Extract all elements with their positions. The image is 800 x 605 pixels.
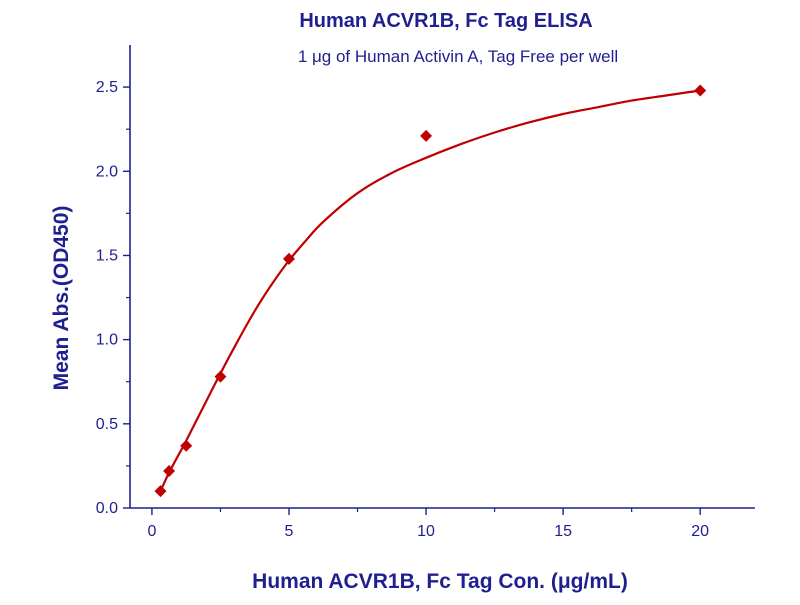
chart-title: Human ACVR1B, Fc Tag ELISA <box>299 10 592 32</box>
x-axis-ticks: 0 5 10 15 20 <box>147 508 709 540</box>
y-tick-label: 2.5 <box>96 79 118 96</box>
y-tick-label: 0.0 <box>96 500 118 517</box>
axes <box>129 45 755 509</box>
y-tick-label: 1.0 <box>96 332 118 349</box>
data-point-diamond <box>282 252 295 265</box>
chart-subtitle: 1 μg of Human Activin A, Tag Free per we… <box>298 47 618 66</box>
fit-curve-line <box>159 89 701 492</box>
y-tick-label: 1.5 <box>96 247 118 264</box>
data-point-diamond <box>163 464 176 477</box>
data-point-diamond <box>180 439 193 452</box>
y-tick-label: 0.5 <box>96 416 118 433</box>
y-axis-ticks: 0.0 0.5 1.0 1.5 2.0 2.5 <box>96 79 130 517</box>
y-axis-label: Mean Abs.(OD450) <box>50 206 73 391</box>
data-points <box>154 84 707 498</box>
data-point-diamond <box>420 129 433 142</box>
data-point-diamond <box>154 485 167 498</box>
data-point-diamond <box>214 370 227 383</box>
x-axis-label: Human ACVR1B, Fc Tag Con. (μg/mL) <box>252 570 628 593</box>
x-tick-label: 15 <box>554 523 572 540</box>
x-tick-label: 20 <box>691 523 709 540</box>
data-point-diamond <box>694 84 707 97</box>
x-tick-label: 0 <box>147 523 156 540</box>
fit-curve-group <box>159 89 701 492</box>
x-tick-label: 10 <box>417 523 435 540</box>
x-tick-label: 5 <box>285 523 294 540</box>
y-tick-label: 2.0 <box>96 163 118 180</box>
